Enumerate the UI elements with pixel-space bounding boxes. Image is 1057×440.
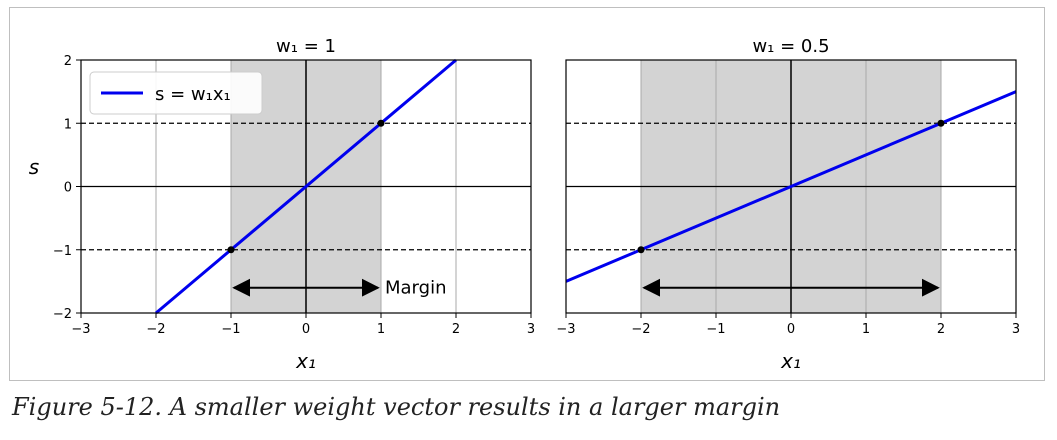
chart1-series-line — [155, 58, 457, 315]
chart1-title: w₁ = 1 — [276, 36, 336, 57]
chart2-x-tick-label: −2 — [631, 322, 650, 337]
chart1-x-tick-label: 0 — [302, 322, 310, 337]
chart1-legend-label: s = w₁x₁ — [155, 84, 231, 105]
chart1-y-tick-label: −1 — [53, 244, 72, 259]
chart1-legend-box — [89, 71, 263, 115]
chart1-x-tick-label: −2 — [146, 322, 165, 337]
figure-caption: Figure 5-12. A smaller weight vector res… — [12, 393, 781, 421]
chart2-x-tick-label: 0 — [787, 322, 795, 337]
chart1-x-tick-label: 3 — [527, 322, 535, 337]
chart1-y-axis-label: s — [29, 155, 39, 179]
chart2-title: w₁ = 0.5 — [752, 36, 829, 57]
chart1-legend: s = w₁x₁ — [89, 71, 263, 115]
chart1-support-point — [377, 119, 385, 127]
chart2-x-tick-label: 2 — [937, 322, 945, 337]
chart1-y-tick-label: 1 — [64, 117, 72, 132]
chart2-x-tick-label: 3 — [1012, 322, 1020, 337]
chart2-x-axis-label: x₁ — [780, 349, 801, 373]
chart1-x-tick-label: 2 — [452, 322, 460, 337]
chart2-x-tick-label: −3 — [556, 322, 575, 337]
chart1-x-axis-label: x₁ — [295, 349, 316, 373]
chart1-x-tick-label: 1 — [377, 322, 385, 337]
chart1-x-tick-label: −1 — [221, 322, 240, 337]
chart2-support-point — [937, 119, 945, 127]
chart1-support-point — [227, 246, 235, 254]
chart1-y-tick-label: 2 — [64, 54, 72, 69]
figure-frame: Margin −3 −2 −1 0 1 2 3 −2 −1 0 1 2 w₁ = 1 x₁ s s = w₁x₁… — [9, 7, 1045, 381]
chart1-x-tick-label: −3 — [71, 322, 90, 337]
chart1-annotation: Margin — [385, 278, 446, 299]
chart2-x-tick-label: −1 — [706, 322, 725, 337]
chart2-support-point — [637, 246, 645, 254]
chart1-y-tick-label: 0 — [64, 181, 72, 196]
chart1-y-tick-label: −2 — [53, 307, 72, 322]
chart2-x-tick-label: 1 — [862, 322, 870, 337]
